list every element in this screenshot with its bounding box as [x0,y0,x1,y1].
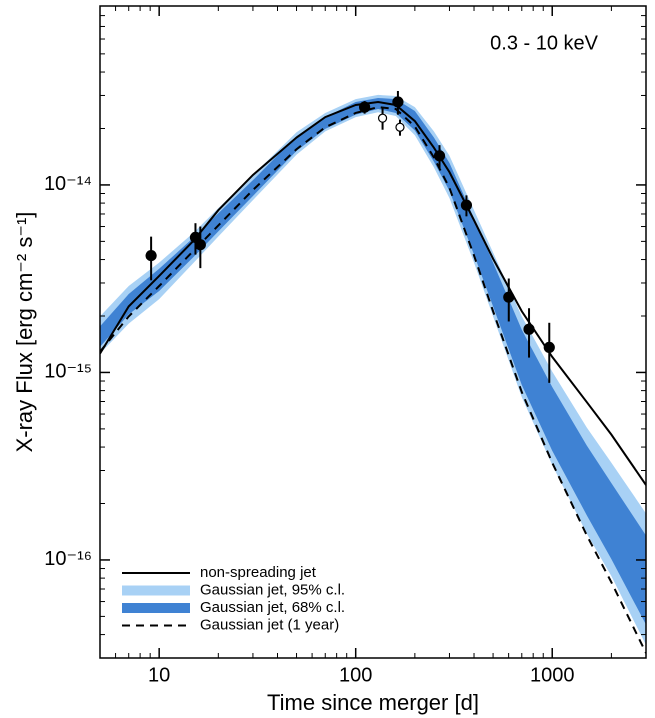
confidence-band [100,97,646,625]
x-tick-label: 100 [339,664,372,686]
legend-swatch [122,585,190,596]
data-point [460,199,473,211]
x-tick-label: 1000 [530,664,575,686]
x-axis-label: Time since merger [d] [267,690,479,715]
confidence-band [100,94,646,645]
data-point [392,96,404,108]
y-tick-label: 10⁻¹⁴ [44,173,92,195]
legend-swatch [122,603,190,613]
legend-label: Gaussian jet, 95% c.l. [200,581,345,598]
data-point [523,323,535,335]
data-point [359,101,371,113]
plot-area [100,90,646,654]
data-point [377,113,388,123]
annotation: 0.3 - 10 keV [490,32,599,54]
data-point [433,150,446,162]
y-tick-label: 10⁻¹⁵ [44,361,92,383]
data-point [395,122,405,132]
data-point [194,239,206,251]
legend-label: Gaussian jet, 68% c.l. [200,599,345,616]
y-axis-label: X-ray Flux [erg cm⁻² s⁻¹] [12,212,37,453]
x-tick-label: 10 [148,664,170,686]
legend-label: Gaussian jet (1 year) [200,616,339,633]
model-line [100,106,646,654]
y-tick-label: 10⁻¹⁶ [44,548,92,570]
data-point [543,341,555,354]
legend-label: non-spreading jet [200,564,317,581]
plot-frame [99,5,647,659]
data-point [145,249,157,262]
data-point [503,291,515,303]
